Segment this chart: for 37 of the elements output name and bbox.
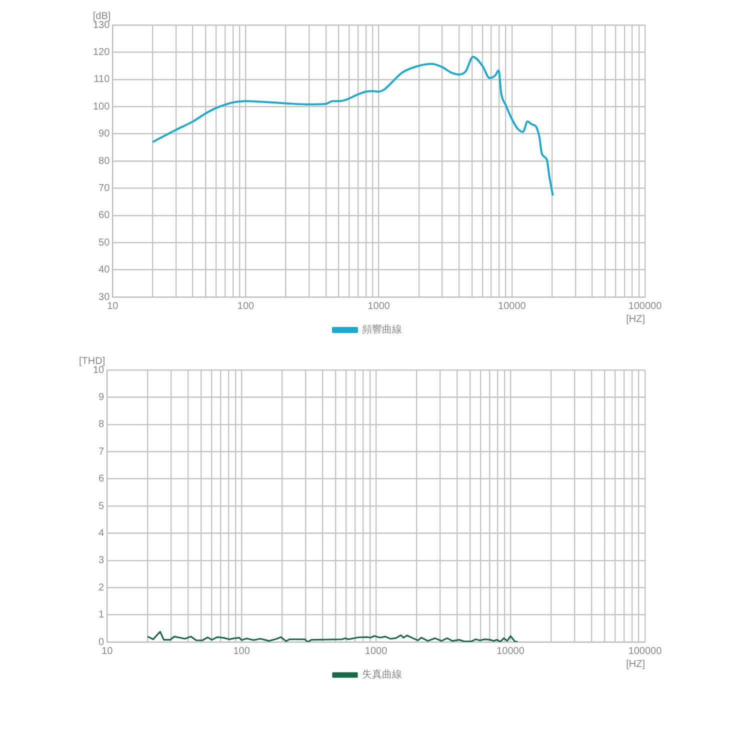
x-tick-label: 10000 [498,300,526,312]
x-tick-label: 100 [233,646,250,657]
y-tick-label: 50 [98,237,110,248]
y-tick-label: 130 [92,20,110,31]
y-tick-label: 40 [98,264,110,276]
y-tick-label: 2 [98,582,105,594]
y-axis-title: [THD] [79,356,106,367]
legend-label: 失真曲線 [362,668,402,681]
x-tick-label: 1000 [368,300,390,312]
y-tick-label: 7 [98,446,105,458]
y-tick-label: 8 [98,419,105,430]
x-tick-label: 100 [237,300,255,312]
x-tick-label: 10 [107,300,119,312]
x-axis-title: [HZ] [626,314,646,325]
x-tick-label: 100000 [628,300,662,312]
y-tick-label: 80 [98,156,110,167]
y-tick-label: 100 [92,101,110,112]
y-tick-label: 4 [98,528,105,539]
y-tick-label: 60 [98,210,110,222]
legend-label: 頻響曲線 [362,324,402,336]
y-tick-label: 9 [98,392,105,403]
y-tick-label: 10 [93,364,105,376]
x-tick-label: 1000 [364,646,388,657]
y-tick-label: 90 [98,128,110,140]
y-tick-label: 5 [98,500,105,512]
y-tick-label: 110 [94,74,110,86]
y-tick-label: 120 [92,46,110,58]
y-tick-label: 1 [98,610,105,621]
y-axis-title: [dB] [92,10,111,22]
y-tick-label: 6 [98,474,105,485]
x-tick-label: 100000 [628,646,662,657]
y-tick-label: 30 [98,292,110,303]
x-axis-title: [HZ] [626,658,646,670]
y-tick-label: 0 [98,636,105,648]
y-tick-label: 3 [98,555,105,566]
y-tick-label: 70 [98,182,110,194]
x-tick-label: 10000 [496,646,525,657]
